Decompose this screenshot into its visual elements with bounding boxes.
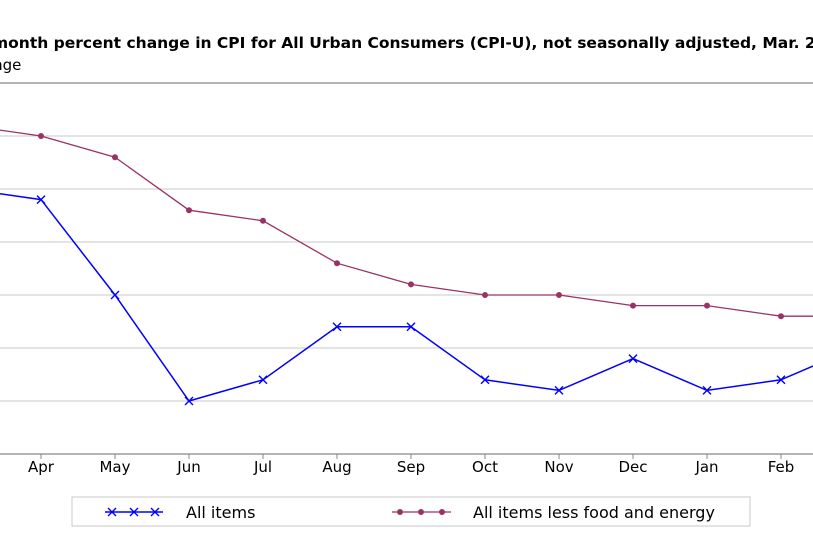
data-point-circle <box>334 260 340 267</box>
data-point-circle <box>482 292 488 298</box>
data-point-x <box>702 385 712 395</box>
legend-label-all-items: All items <box>186 503 255 522</box>
x-tick-label: Sep <box>397 458 425 476</box>
legend-marker-circle <box>397 509 403 515</box>
data-point-x <box>36 195 46 205</box>
legend-label-core: All items less food and energy <box>473 503 715 522</box>
legend-marker-x <box>107 507 117 517</box>
legend-marker-x <box>150 507 160 517</box>
x-tick-label: Feb <box>768 458 795 476</box>
legend: All items All items less food and energy <box>71 496 751 527</box>
data-point-circle <box>704 302 710 309</box>
legend-marker-x <box>129 507 139 517</box>
data-point-circle <box>630 302 636 309</box>
data-point-circle <box>778 313 784 320</box>
x-tick-label: Aug <box>322 458 351 476</box>
legend-marker-circle <box>439 509 445 515</box>
x-tick-label: Jan <box>694 458 718 476</box>
x-tick-label: Jul <box>253 458 272 476</box>
data-point-circle <box>112 154 118 161</box>
data-point-x <box>110 290 120 300</box>
data-point-circle <box>408 281 414 288</box>
data-point-circle <box>260 217 266 224</box>
data-point-x <box>184 396 194 406</box>
gridlines <box>0 82 813 455</box>
legend-marker-circle <box>418 509 424 515</box>
data-point-x <box>776 375 786 385</box>
data-point-x <box>628 354 638 364</box>
x-axis: MarAprMayJunJulAugSepOctNovDecJanFebMar <box>28 454 795 476</box>
legend-item-all-items <box>105 507 163 517</box>
x-tick-label: Jun <box>176 458 200 476</box>
x-tick-label: May <box>99 458 130 476</box>
data-point-x <box>332 322 342 332</box>
chart-title: 12-month percent change in CPI for All U… <box>0 34 813 52</box>
x-tick-label: Apr <box>28 458 55 476</box>
data-point-circle <box>186 207 192 214</box>
legend-item-core <box>392 509 451 515</box>
series-lines <box>0 129 813 406</box>
data-point-circle <box>556 292 562 298</box>
y-axis-label: Percent change <box>0 56 21 74</box>
series-line <box>0 129 813 317</box>
x-tick-label: Oct <box>472 458 498 476</box>
data-point-x <box>406 322 416 332</box>
x-tick-label: Nov <box>544 458 573 476</box>
data-point-x <box>554 385 564 395</box>
data-point-x <box>258 375 268 385</box>
data-point-circle <box>38 133 44 139</box>
x-tick-label: Dec <box>618 458 647 476</box>
data-point-x <box>480 375 490 385</box>
